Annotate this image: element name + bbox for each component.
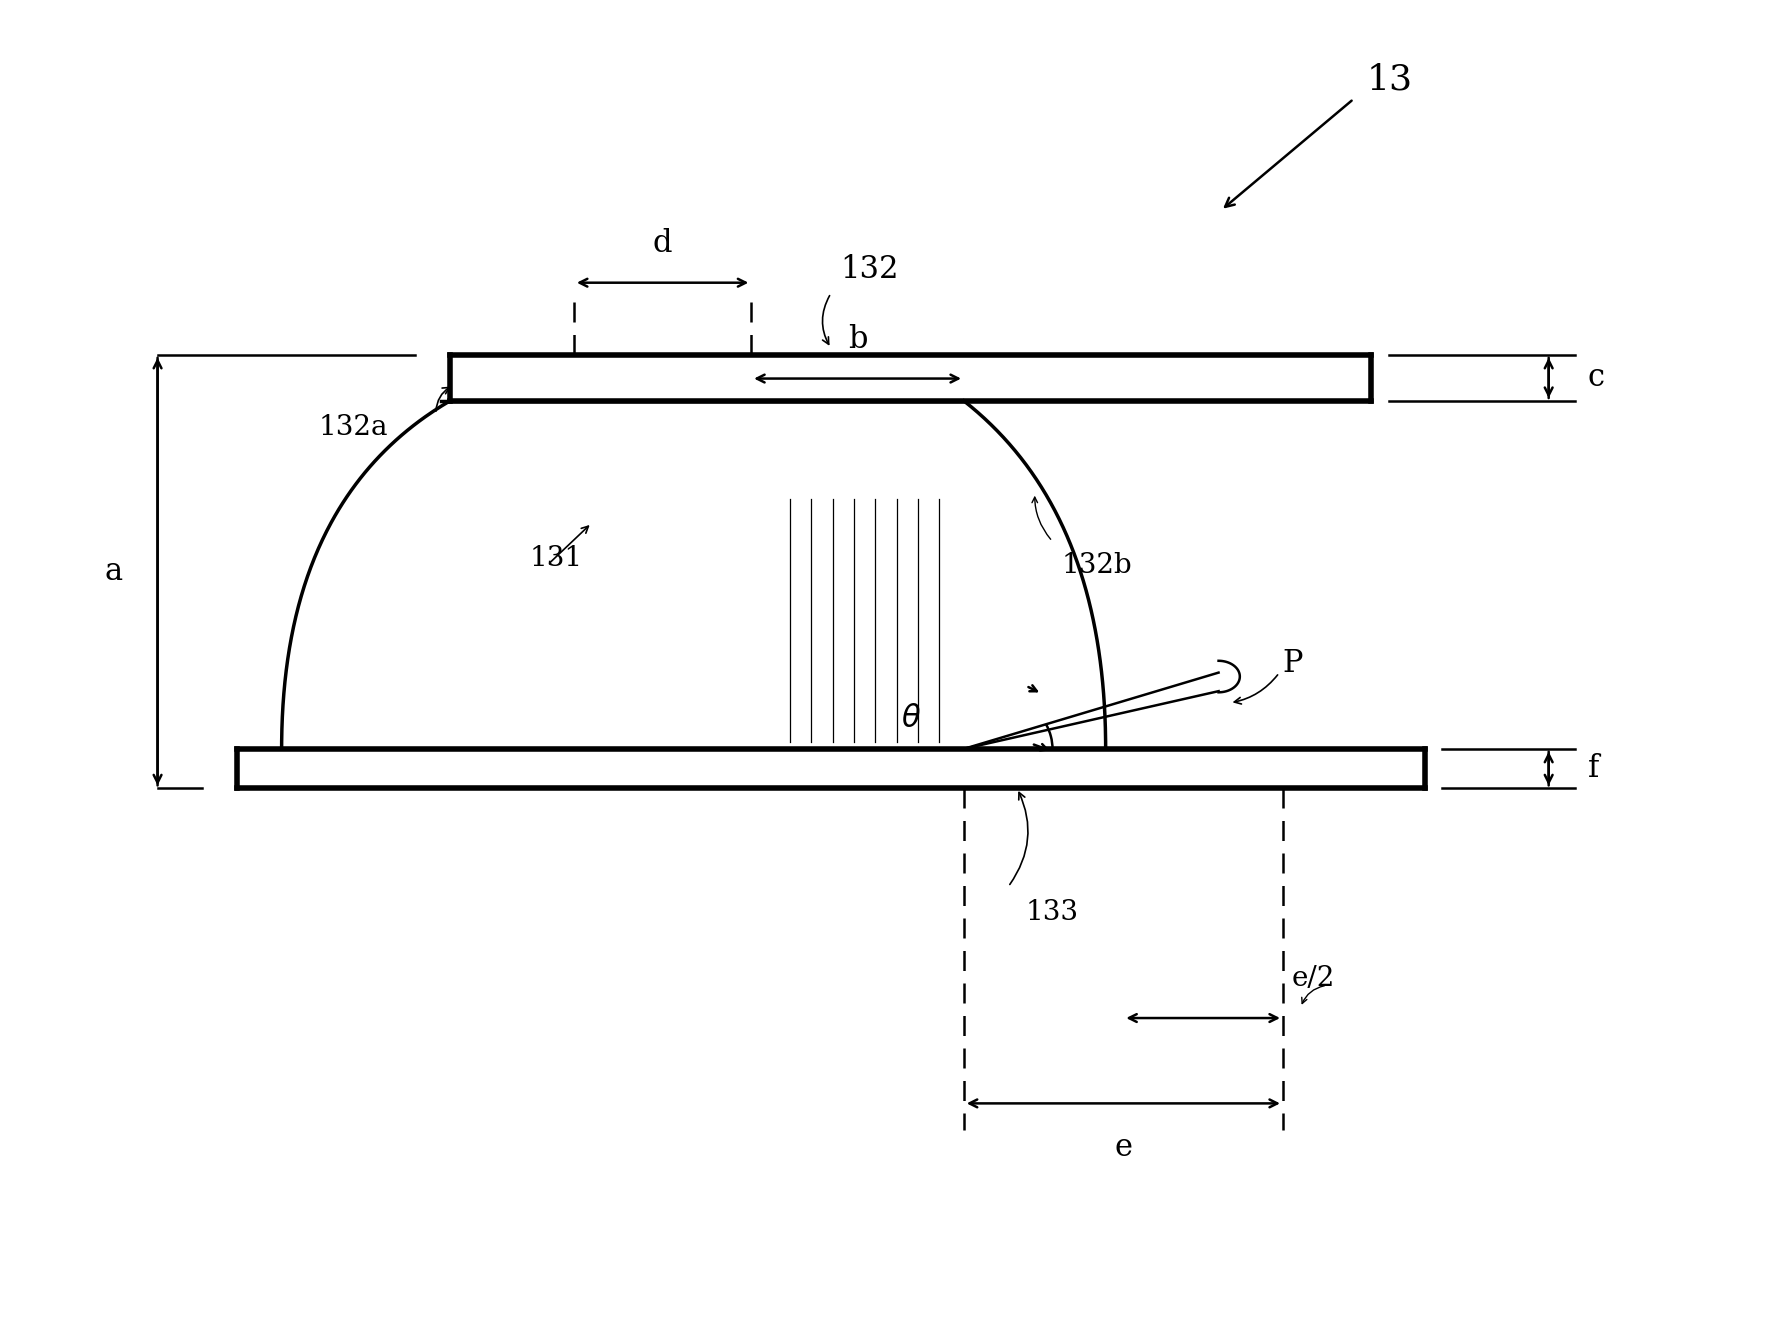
Text: c: c (1588, 362, 1604, 393)
Text: a: a (104, 556, 121, 587)
Text: P: P (1282, 648, 1304, 679)
Text: 13: 13 (1366, 62, 1413, 96)
Text: 133: 133 (1025, 900, 1079, 926)
Text: d: d (654, 228, 672, 259)
Text: 132a: 132a (318, 414, 388, 441)
Text: e: e (1114, 1132, 1132, 1164)
Text: 131: 131 (530, 545, 582, 572)
Text: 132b: 132b (1061, 552, 1132, 579)
Text: 132: 132 (839, 253, 898, 285)
Text: e/2: e/2 (1291, 965, 1336, 993)
Text: f: f (1588, 752, 1598, 784)
Text: b: b (848, 324, 868, 354)
Text: $\theta$: $\theta$ (900, 703, 922, 734)
